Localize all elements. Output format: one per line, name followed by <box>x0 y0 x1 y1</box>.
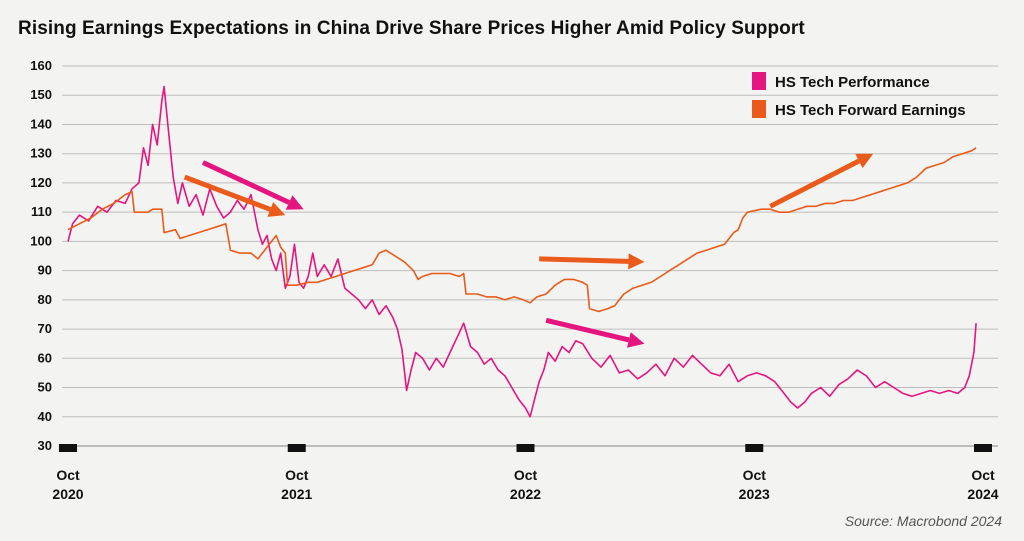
y-tick-label-70: 70 <box>38 321 52 336</box>
y-tick-label-50: 50 <box>38 380 52 395</box>
trend-arrow-1 <box>201 160 304 210</box>
x-tick-month-2024: Oct <box>971 467 995 483</box>
x-tick-mark-2022 <box>516 444 535 452</box>
trend-arrow-head-1 <box>285 195 304 210</box>
y-tick-label-140: 140 <box>30 116 52 131</box>
trend-arrow-shaft-5 <box>769 158 861 209</box>
trend-arrow-5 <box>769 153 874 209</box>
trend-arrow-3 <box>539 253 645 270</box>
y-tick-label-150: 150 <box>30 87 52 102</box>
x-tick-mark-2024 <box>974 444 992 452</box>
gridlines <box>62 65 998 447</box>
y-tick-label-110: 110 <box>31 204 52 219</box>
trend-arrow-head-5 <box>855 153 874 169</box>
trend-arrows <box>183 153 874 348</box>
legend: HS Tech Performance HS Tech Forward Earni… <box>752 72 966 119</box>
x-tick-mark-2020 <box>59 444 77 452</box>
y-tick-label-120: 120 <box>30 175 52 190</box>
legend-swatch-performance <box>752 72 766 90</box>
trend-arrow-shaft-4 <box>545 317 630 343</box>
y-tick-label-30: 30 <box>38 438 52 453</box>
x-tick-month-2020: Oct <box>56 467 80 483</box>
trend-arrow-4 <box>545 317 645 348</box>
x-tick-month-2022: Oct <box>514 467 538 483</box>
x-tick-year-2021: 2021 <box>281 486 312 502</box>
x-tick-month-2023: Oct <box>743 467 767 483</box>
x-axis: Oct 2020 Oct 2021 Oct 2022 Oct 2023 Oct 2024 <box>52 444 999 502</box>
series-line-forward-earnings <box>67 147 977 313</box>
x-tick-year-2024: 2024 <box>967 486 998 502</box>
x-tick-year-2020: 2020 <box>52 486 83 502</box>
trend-arrow-head-3 <box>628 253 645 270</box>
y-tick-label-130: 130 <box>30 146 52 161</box>
x-tick-month-2021: Oct <box>285 467 309 483</box>
y-tick-label-100: 100 <box>30 233 52 248</box>
y-tick-label-40: 40 <box>38 409 52 424</box>
y-tick-label-60: 60 <box>38 350 52 365</box>
x-tick-mark-2021 <box>287 444 306 452</box>
legend-label-forward-earnings: HS Tech Forward Earnings <box>775 102 966 119</box>
legend-label-performance: HS Tech Performance <box>775 74 930 91</box>
trend-arrow-shaft-3 <box>539 256 629 264</box>
chart-title: Rising Earnings Expectations in China Dr… <box>18 18 805 39</box>
y-tick-label-80: 80 <box>38 292 52 307</box>
trend-arrow-head-4 <box>627 332 645 348</box>
legend-swatch-forward-earnings <box>752 100 766 118</box>
trend-arrow-shaft-1 <box>201 160 291 205</box>
x-tick-year-2022: 2022 <box>510 486 541 502</box>
x-tick-year-2023: 2023 <box>739 486 770 502</box>
trend-arrow-2 <box>183 174 286 217</box>
trend-arrow-head-2 <box>267 201 286 217</box>
y-tick-label-160: 160 <box>30 58 52 73</box>
series-line-performance <box>67 85 977 418</box>
source-note: Source: Macrobond 2024 <box>844 513 1002 529</box>
y-tick-label-90: 90 <box>38 263 52 278</box>
y-axis: 30 40 50 60 70 80 90 100 110 120 130 140 150 160 <box>30 58 52 453</box>
trend-arrow-shaft-2 <box>183 174 272 212</box>
series-lines <box>67 85 977 418</box>
x-tick-mark-2023 <box>745 444 764 452</box>
